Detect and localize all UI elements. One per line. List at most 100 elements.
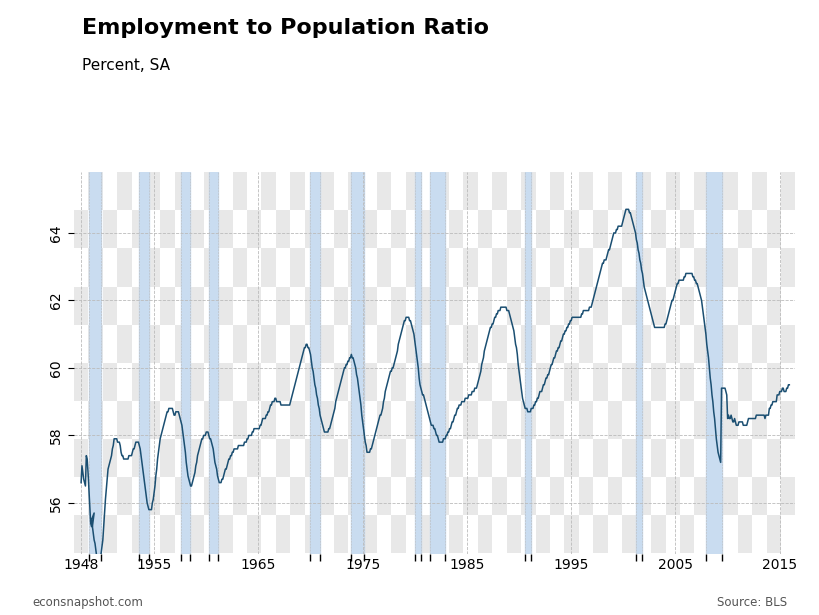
Bar: [622, 287, 636, 325]
Bar: [650, 439, 665, 477]
Bar: [550, 325, 563, 363]
Bar: [88, 401, 102, 439]
Bar: [391, 515, 405, 554]
Bar: [181, 172, 189, 554]
Bar: [218, 515, 233, 554]
Bar: [449, 363, 463, 401]
Bar: [233, 248, 247, 287]
Bar: [636, 325, 650, 363]
Bar: [146, 401, 161, 439]
Bar: [434, 172, 449, 210]
Bar: [665, 401, 679, 439]
Bar: [209, 172, 218, 554]
Bar: [290, 325, 305, 363]
Bar: [146, 248, 161, 287]
Bar: [550, 248, 563, 287]
Bar: [377, 401, 391, 439]
Bar: [751, 401, 766, 439]
Bar: [708, 439, 722, 477]
Bar: [463, 325, 477, 363]
Bar: [477, 439, 491, 477]
Bar: [694, 172, 708, 210]
Bar: [391, 210, 405, 248]
Bar: [506, 210, 521, 248]
Bar: [607, 401, 622, 439]
Bar: [189, 210, 203, 248]
Bar: [174, 325, 189, 363]
Bar: [766, 515, 780, 554]
Bar: [679, 515, 694, 554]
Bar: [535, 515, 550, 554]
Bar: [751, 172, 766, 210]
Bar: [247, 363, 261, 401]
Bar: [139, 172, 149, 554]
Bar: [780, 172, 794, 210]
Bar: [131, 439, 146, 477]
Bar: [751, 325, 766, 363]
Bar: [737, 210, 751, 248]
Bar: [578, 477, 593, 515]
Bar: [405, 325, 419, 363]
Bar: [333, 287, 347, 325]
Bar: [233, 325, 247, 363]
Bar: [607, 248, 622, 287]
Bar: [622, 363, 636, 401]
Bar: [74, 210, 88, 248]
Bar: [333, 439, 347, 477]
Bar: [477, 515, 491, 554]
Bar: [766, 363, 780, 401]
Bar: [290, 401, 305, 439]
Bar: [189, 287, 203, 325]
Bar: [535, 287, 550, 325]
Bar: [203, 248, 218, 287]
Bar: [694, 325, 708, 363]
Bar: [506, 439, 521, 477]
Bar: [550, 172, 563, 210]
Bar: [563, 515, 578, 554]
Bar: [665, 325, 679, 363]
Bar: [593, 363, 607, 401]
Bar: [377, 172, 391, 210]
Bar: [665, 172, 679, 210]
Bar: [491, 401, 506, 439]
Bar: [203, 325, 218, 363]
Bar: [405, 401, 419, 439]
Bar: [310, 172, 319, 554]
Bar: [722, 401, 737, 439]
Bar: [161, 439, 174, 477]
Bar: [347, 248, 362, 287]
Bar: [362, 439, 377, 477]
Bar: [88, 172, 102, 210]
Bar: [636, 172, 650, 210]
Bar: [88, 172, 101, 554]
Bar: [563, 287, 578, 325]
Bar: [650, 363, 665, 401]
Bar: [607, 325, 622, 363]
Bar: [563, 363, 578, 401]
Bar: [434, 477, 449, 515]
Bar: [203, 401, 218, 439]
Bar: [463, 477, 477, 515]
Bar: [535, 363, 550, 401]
Bar: [117, 477, 131, 515]
Bar: [650, 287, 665, 325]
Bar: [694, 477, 708, 515]
Bar: [174, 401, 189, 439]
Bar: [74, 439, 88, 477]
Bar: [319, 172, 333, 210]
Bar: [665, 248, 679, 287]
Bar: [161, 210, 174, 248]
Bar: [622, 515, 636, 554]
Bar: [737, 515, 751, 554]
Bar: [261, 248, 275, 287]
Bar: [319, 325, 333, 363]
Bar: [174, 248, 189, 287]
Bar: [347, 172, 362, 210]
Bar: [117, 248, 131, 287]
Bar: [593, 515, 607, 554]
Bar: [607, 172, 622, 210]
Bar: [737, 439, 751, 477]
Bar: [102, 287, 117, 325]
Bar: [305, 287, 319, 325]
Bar: [305, 210, 319, 248]
